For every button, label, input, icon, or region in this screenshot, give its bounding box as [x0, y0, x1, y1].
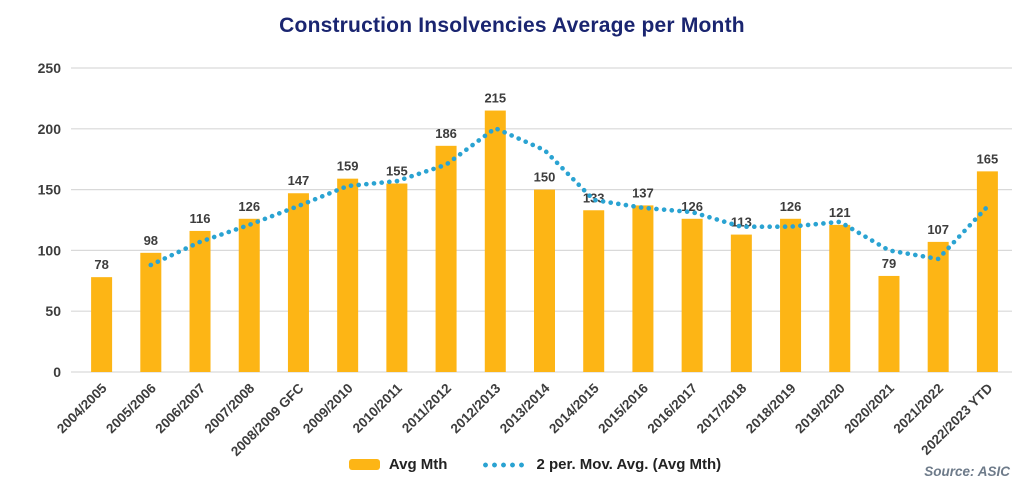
y-axis-tick-label: 250: [38, 60, 62, 76]
x-axis-category-label: 2017/2018: [694, 380, 750, 436]
bar: [140, 252, 162, 372]
bar-value-label: 107: [927, 222, 949, 237]
chart-legend: Avg Mth 2 per. Mov. Avg. (Avg Mth): [0, 456, 1024, 473]
bar-value-label: 150: [534, 170, 556, 185]
bar-value-label: 133: [583, 190, 605, 205]
x-axis-category-label: 2006/2007: [152, 381, 208, 437]
chart-title: Construction Insolvencies Average per Mo…: [279, 14, 745, 37]
moving-average-dotted-line: [148, 125, 990, 268]
bar-value-label: 147: [288, 173, 310, 188]
legend-item-avg-mth: Avg Mth: [348, 456, 448, 473]
y-axis-tick-label: 0: [53, 364, 61, 380]
bar-value-label: 165: [977, 151, 999, 166]
bar-value-label: 116: [190, 211, 211, 226]
bar: [780, 218, 802, 372]
bar-value-label: 78: [94, 257, 108, 272]
bar: [386, 183, 408, 372]
x-axis-category-label: 2013/2014: [497, 380, 553, 436]
legend-item-moving-average: 2 per. Mov. Avg. (Avg Mth): [481, 456, 721, 473]
bar: [681, 218, 703, 372]
y-axis-tick-label: 100: [38, 242, 62, 258]
bar-value-label: 137: [632, 185, 654, 200]
legend-label-avg-mth: Avg Mth: [388, 456, 448, 473]
x-axis-category-label: 2010/2011: [350, 380, 406, 436]
bar: [189, 230, 211, 372]
bar: [484, 110, 506, 372]
x-axis-category-label: 2018/2019: [743, 381, 799, 437]
x-axis-category-label: 2011/2012: [399, 381, 454, 436]
bar-value-label: 186: [435, 126, 457, 141]
bar: [878, 275, 900, 372]
bar-value-label: 79: [882, 256, 896, 271]
bar: [976, 171, 998, 372]
bar: [238, 218, 260, 372]
bar-value-label: 215: [484, 91, 506, 106]
bar-value-label: 126: [780, 199, 802, 214]
dotted-line-swatch-icon: [481, 460, 528, 469]
x-axis-category-label: 2014/2015: [546, 380, 602, 436]
x-axis-category-label: 2004/2005: [54, 380, 110, 436]
bar: [632, 205, 654, 372]
y-axis-tick-label: 200: [38, 121, 62, 137]
bar-value-label: 159: [337, 159, 359, 174]
bar: [534, 189, 555, 372]
x-axis-category-label: 2009/2010: [300, 381, 356, 437]
source-attribution: Source: ASIC: [924, 464, 1010, 479]
x-axis-category-label: 2005/2006: [103, 380, 159, 436]
bar: [829, 224, 851, 372]
x-axis-category-label: 2015/2016: [595, 380, 651, 436]
bar-value-label: 126: [238, 199, 260, 214]
bar: [287, 193, 309, 372]
y-axis-tick-label: 150: [38, 182, 62, 198]
y-axis-tick-label: 50: [45, 303, 61, 319]
legend-label-moving-average: 2 per. Mov. Avg. (Avg Mth): [536, 456, 722, 473]
x-axis-category-label: 2020/2021: [841, 380, 897, 436]
x-axis-category-label: 2016/2017: [645, 381, 701, 437]
bar: [435, 145, 457, 372]
x-axis-category-label: 2019/2020: [792, 381, 848, 437]
x-axis-category-label: 2012/2013: [448, 380, 504, 436]
bar: [583, 210, 605, 372]
bar: [730, 234, 752, 372]
bar: [91, 277, 113, 372]
bar-value-label: 98: [144, 233, 158, 248]
bar-value-label: 126: [681, 199, 703, 214]
bar: [927, 241, 949, 372]
bar: [337, 178, 359, 372]
bar-value-label: 155: [386, 164, 408, 179]
bar-series-swatch-icon: [348, 459, 380, 470]
bar-value-label: 121: [829, 205, 851, 220]
